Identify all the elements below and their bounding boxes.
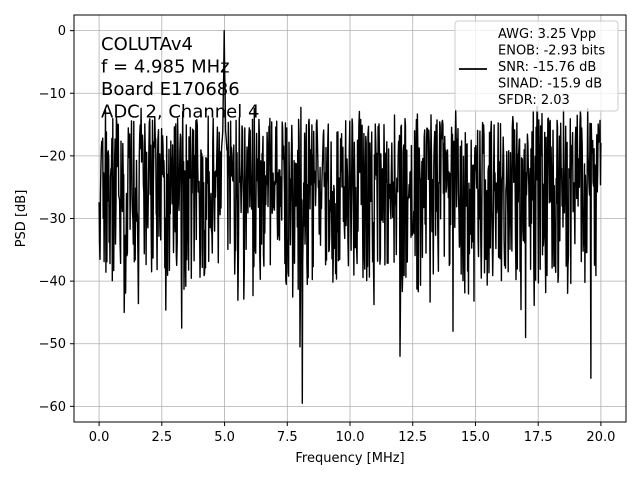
psd-trace [98,30,602,404]
x-tick-label: 17.5 [524,430,553,445]
x-tick-label: 7.5 [277,430,298,445]
legend-entry: SNR: -15.76 dB [498,60,596,75]
x-axis-label: Frequency [MHz] [295,451,404,466]
x-tick-label: 2.5 [151,430,172,445]
axis-ticks: 0.0 2.5 5.0 7.5 10.0 12.5 15.0 17.5 20.0 0 −10 −20 −… [39,24,616,445]
x-tick-label: 12.5 [398,430,427,445]
y-tick-label: −10 [39,87,66,102]
annotation-line: ADC 2, Channel 4 [101,102,259,123]
y-tick-label: 0 [58,24,66,39]
annotation-line: f = 4.985 MHz [101,57,230,78]
x-tick-label: 20.0 [586,430,615,445]
y-tick-label: −60 [39,400,66,415]
y-axis-label: PSD [dB] [14,190,29,248]
x-tick-label: 0.0 [89,430,110,445]
psd-series-line [98,30,602,404]
legend-entry: SFDR: 2.03 [498,93,570,108]
y-tick-label: −30 [39,212,66,227]
legend-entry: AWG: 3.25 Vpp [498,27,596,42]
legend-entry: ENOB: -2.93 bits [498,44,605,59]
y-tick-label: −50 [39,337,66,352]
annotation-line: Board E170686 [101,79,240,100]
annotation-line: COLUTAv4 [101,34,193,55]
x-tick-label: 5.0 [214,430,235,445]
legend-entry: SINAD: -15.9 dB [498,77,602,92]
y-tick-label: −40 [39,275,66,290]
x-tick-label: 15.0 [461,430,490,445]
x-tick-label: 10.0 [336,430,365,445]
legend-box [454,20,619,112]
y-tick-label: −20 [39,149,66,164]
